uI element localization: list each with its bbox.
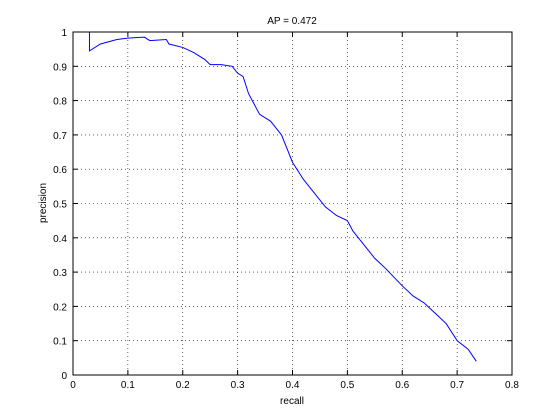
y-tick-label: 0.3 bbox=[53, 268, 67, 279]
y-tick-label: 0 bbox=[61, 371, 67, 382]
y-tick-label: 0.1 bbox=[53, 337, 67, 348]
chart-title: AP = 0.472 bbox=[267, 16, 317, 27]
x-tick-label: 0.4 bbox=[286, 380, 300, 391]
y-tick-label: 0.9 bbox=[53, 62, 67, 73]
y-tick-label: 0.2 bbox=[53, 302, 67, 313]
y-tick-label: 0.7 bbox=[53, 131, 67, 142]
x-tick-label: 0.8 bbox=[505, 380, 519, 391]
x-tick-label: 0.7 bbox=[450, 380, 464, 391]
y-tick-label: 0.5 bbox=[53, 200, 67, 211]
plot-frame bbox=[72, 31, 513, 376]
y-axis-label: precision bbox=[38, 183, 49, 223]
y-tick-label: 0.6 bbox=[53, 165, 67, 176]
x-tick-label: 0.6 bbox=[395, 380, 409, 391]
x-tick-label: 0.5 bbox=[340, 380, 354, 391]
y-tick-label: 0.4 bbox=[53, 234, 67, 245]
y-tick-label: 0.8 bbox=[53, 97, 67, 108]
pr-curve bbox=[88, 32, 477, 362]
x-tick-label: 0 bbox=[70, 380, 76, 391]
x-tick-label: 0.2 bbox=[176, 380, 190, 391]
x-axis-label: recall bbox=[280, 396, 304, 407]
y-tick-label: 1 bbox=[61, 28, 67, 39]
x-tick-label: 0.1 bbox=[121, 380, 135, 391]
x-tick-label: 0.3 bbox=[231, 380, 245, 391]
